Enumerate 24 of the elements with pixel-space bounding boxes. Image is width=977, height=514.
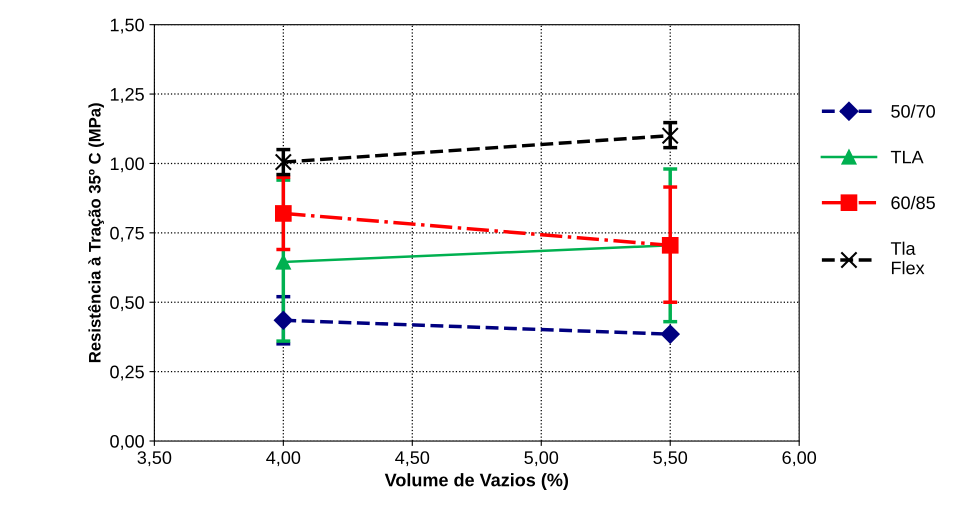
legend-label: TLA (890, 150, 924, 164)
x-axis-title: Volume de Vazios (%) (384, 473, 568, 490)
x-tick-label: 6,00 (782, 451, 816, 466)
x-tick-label: 5,00 (524, 451, 558, 466)
x-tick-label: 4,00 (266, 451, 300, 466)
point (660, 324, 680, 344)
x-tick-label: 4,50 (395, 451, 430, 466)
y-tick-label: 0,50 (110, 296, 144, 312)
point (274, 153, 292, 171)
y-tick-label: 0,25 (110, 366, 144, 380)
point (274, 310, 293, 330)
legend-label: 50/70 (891, 104, 935, 118)
y-tick-label: 1,00 (110, 157, 144, 172)
point (274, 205, 292, 222)
y-tick-label: 1,25 (110, 88, 144, 103)
point (662, 127, 679, 144)
y-axis-title: Resistência à Tração 35º C (MPa) (88, 103, 104, 362)
y-tick-label: 1,50 (110, 18, 144, 34)
y-tick-label: 0,75 (110, 226, 144, 242)
y-tick-label: 0,00 (110, 434, 144, 450)
legend-label: 60/85 (891, 196, 935, 210)
x-tick-label: 5,50 (653, 451, 688, 466)
legend-label: Tla Flex (890, 242, 924, 274)
x-tick-label: 3,50 (137, 451, 172, 466)
